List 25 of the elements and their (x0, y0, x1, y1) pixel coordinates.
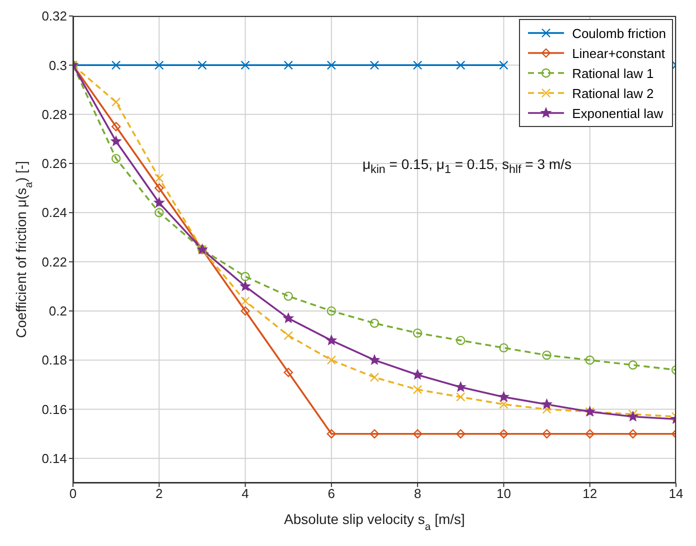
legend-label: Rational law 1 (572, 66, 654, 80)
y-tick-label: 0.28 (42, 106, 67, 122)
y-tick-label: 0.16 (42, 402, 67, 417)
x-axis-title: Absolute slip velocity s$_{a}$ [m/s] (284, 511, 465, 533)
legend-label: Exponential law (572, 106, 664, 120)
y-tick-label: 0.26 (42, 156, 67, 172)
x-tick-label: 14 (668, 486, 684, 502)
y-tick-label: 0.22 (42, 254, 67, 270)
y-tick-label: 0.2 (48, 304, 67, 319)
x-tick-label: 12 (582, 486, 598, 502)
x-tick-label: 6 (328, 486, 336, 502)
legend-label: Linear+constant (572, 46, 665, 60)
legend-label: Rational law 2 (572, 86, 654, 100)
annotation: μ$_{kin}$ = 0.15, μ$_{1}$ = 0.15, s$_{hlf}$ = 3 m/s (362, 156, 572, 176)
y-tick-label: 0.32 (42, 8, 67, 24)
y-tick-label: 0.14 (42, 451, 67, 466)
y-tick-label: 0.3 (48, 58, 67, 73)
x-tick-label: 0 (69, 486, 77, 502)
y-tick-label: 0.18 (42, 352, 67, 368)
x-tick-label: 4 (242, 486, 249, 502)
x-tick-label: 10 (496, 486, 511, 502)
x-tick-label: 8 (414, 486, 422, 502)
y-tick-label: 0.24 (42, 205, 67, 220)
x-tick-label: 2 (156, 486, 163, 502)
legend-label: Coulomb friction (572, 26, 666, 40)
